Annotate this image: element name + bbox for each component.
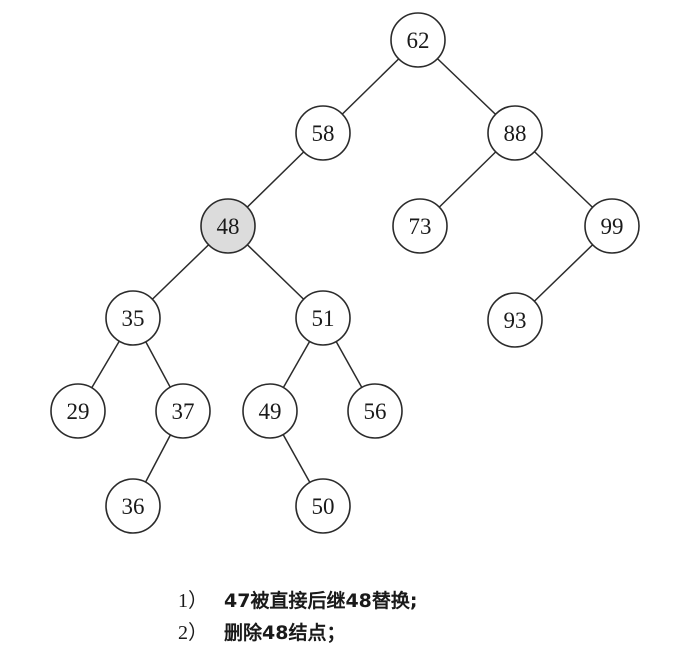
caption-step-1: 1） 47被直接后继48替换; [178,586,417,616]
binary-search-tree: 62 58 88 48 73 99 35 51 93 29 37 49 56 36 50 [50,12,640,534]
tree-nodes: 62 58 88 48 73 99 35 51 93 29 37 49 56 36 50 [50,12,640,534]
node-value: 73 [409,214,432,239]
caption-step-1-text: 47被直接后继48替换; [224,590,418,612]
caption-step-2: 2） 删除48结点； [178,618,345,648]
node-circle [487,105,543,161]
tree-node: 56 [347,383,403,439]
node-circle [347,383,403,439]
node-circle [105,478,161,534]
tree-node: 88 [487,105,543,161]
tree-node: 99 [584,198,640,254]
tree-node: 49 [242,383,298,439]
node-circle [105,290,161,346]
tree-node: 37 [155,383,211,439]
tree-node: 50 [295,478,351,534]
tree-node: 36 [105,478,161,534]
tree-node: 73 [392,198,448,254]
node-circle [584,198,640,254]
node-value: 29 [67,399,90,424]
tree-node: 62 [390,12,446,68]
node-value: 50 [312,494,335,519]
caption-step-1-label: 1） [178,590,208,612]
highlighted-node-circle [200,198,256,254]
node-value: 62 [407,28,430,53]
node-circle [390,12,446,68]
node-value: 36 [122,494,145,519]
node-circle [242,383,298,439]
tree-node: 93 [487,292,543,348]
node-circle [295,478,351,534]
tree-node: 58 [295,105,351,161]
node-circle [155,383,211,439]
node-value: 93 [504,308,527,333]
node-value: 56 [364,399,387,424]
node-circle [295,290,351,346]
node-value: 51 [312,306,335,331]
node-circle [295,105,351,161]
node-value: 35 [122,306,145,331]
node-value: 88 [504,121,527,146]
tree-node: 51 [295,290,351,346]
node-value: 37 [172,399,195,424]
node-value: 58 [312,121,335,146]
node-value: 49 [259,399,282,424]
tree-edges [77,39,613,507]
tree-node: 29 [50,383,106,439]
tree-node: 48 [200,198,256,254]
node-value: 99 [601,214,624,239]
node-value: 48 [217,214,240,239]
caption-step-2-text: 删除48结点； [224,622,346,644]
node-circle [487,292,543,348]
caption-step-2-label: 2） [178,622,208,644]
tree-node: 35 [105,290,161,346]
node-circle [50,383,106,439]
node-circle [392,198,448,254]
